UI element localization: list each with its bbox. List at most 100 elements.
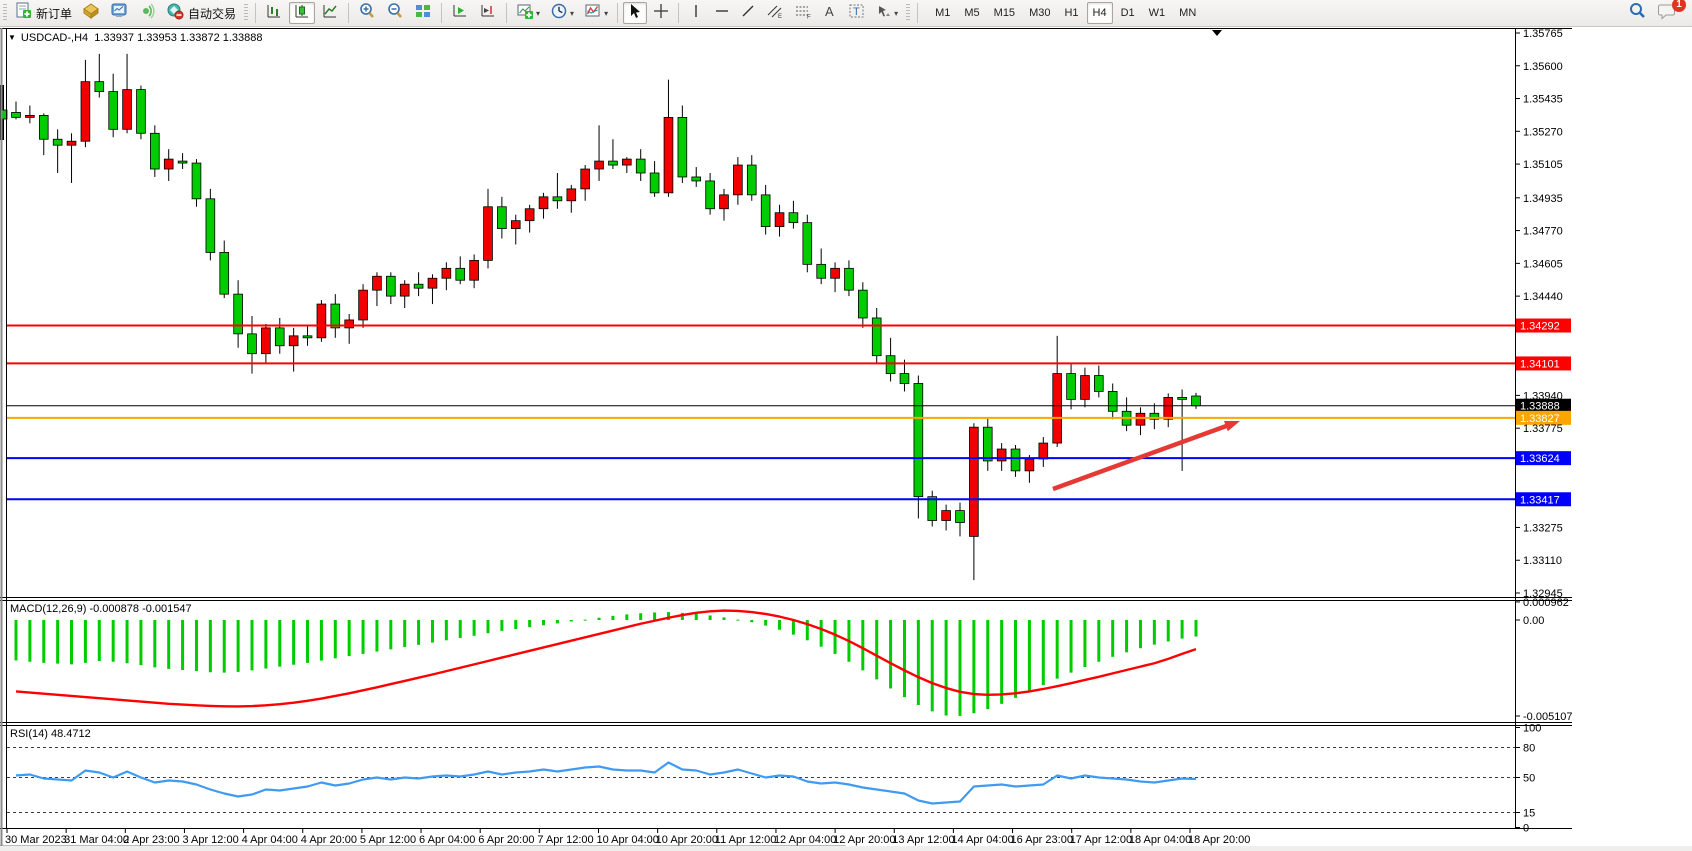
timeframe-group: M1 M5 M15 M30 H1 H4 D1 W1 MN (928, 2, 1203, 24)
tab-timeframe-m15[interactable]: M15 (993, 7, 1016, 19)
data-window-button[interactable] (106, 2, 132, 24)
tab-timeframe-m30[interactable]: M30 (1029, 7, 1051, 19)
toolbar-separator (255, 3, 257, 23)
chart-shift-button[interactable] (475, 2, 501, 24)
zoom-out-button[interactable] (382, 2, 408, 24)
price-line-label (1516, 398, 1571, 413)
new-chart-dropdown-button[interactable]: ▾ (512, 2, 544, 24)
toolbar-separator (506, 3, 508, 23)
time-axis-label: 4 Apr 04:00 (242, 834, 298, 846)
symbol-dropdown-icon[interactable]: ▼ (8, 33, 16, 42)
tab-timeframe-m1[interactable]: M1 (935, 7, 951, 19)
vertical-line-icon (689, 3, 703, 24)
sound-alert-button[interactable] (134, 2, 160, 24)
line-chart-button[interactable] (317, 2, 343, 24)
toolbar-grip (244, 4, 249, 22)
bar-chart-button[interactable] (261, 2, 287, 24)
fibonacci-button[interactable]: F (790, 2, 816, 24)
cursor-icon (627, 3, 643, 24)
channel-icon: E (766, 3, 784, 24)
time-axis-label: 12 Apr 04:00 (774, 834, 836, 846)
notifications-button[interactable]: 1 (1653, 0, 1686, 24)
time-axis-label: 11 Apr 12:00 (715, 834, 777, 846)
svg-text:1.33417: 1.33417 (1520, 494, 1560, 506)
chevron-down-icon: ▾ (570, 8, 575, 18)
shapes-dropdown-button[interactable]: ▾ (872, 2, 902, 24)
toolbar-separator (917, 3, 919, 23)
svg-text:1.35435: 1.35435 (1523, 94, 1563, 106)
text-label-button[interactable]: T (844, 2, 870, 24)
svg-text:1.32945: 1.32945 (1523, 588, 1563, 600)
svg-text:1.33624: 1.33624 (1520, 453, 1560, 465)
zoom-out-icon (386, 2, 404, 25)
tab-timeframe-d1[interactable]: D1 (1120, 7, 1135, 19)
monitor-icon (110, 2, 128, 25)
main-toolbar: 新订单 自动交易 (0, 0, 1692, 27)
new-order-button[interactable]: 新订单 (11, 2, 76, 24)
market-cube-button[interactable] (78, 2, 104, 24)
svg-text:1.34770: 1.34770 (1523, 226, 1563, 238)
crosshair-icon (653, 3, 669, 24)
svg-text:1.33275: 1.33275 (1523, 522, 1563, 534)
svg-text:1.33940: 1.33940 (1523, 390, 1563, 402)
price-line-label (1516, 451, 1571, 466)
svg-text:1.34292: 1.34292 (1520, 321, 1560, 333)
svg-text:T: T (853, 6, 860, 18)
toolbar-separator (678, 3, 680, 23)
periods-dropdown-button[interactable]: ▾ (546, 2, 578, 24)
text-button[interactable]: A (818, 2, 842, 24)
svg-text:1.33888: 1.33888 (1520, 401, 1560, 413)
vertical-line-button[interactable] (684, 2, 708, 24)
tab-timeframe-w1[interactable]: W1 (1148, 7, 1166, 19)
time-axis-label: 5 Apr 12:00 (360, 834, 416, 846)
crosshair-button[interactable] (649, 2, 673, 24)
indicators-icon (584, 2, 602, 25)
price-line-label (1516, 318, 1571, 333)
chevron-down-icon: ▾ (894, 8, 899, 18)
horizontal-line-button[interactable] (710, 2, 734, 24)
svg-text:1.33775: 1.33775 (1523, 423, 1563, 435)
toolbar-separator (441, 3, 443, 23)
tab-timeframe-mn[interactable]: MN (1179, 7, 1197, 19)
time-axis-label: 10 Apr 04:00 (597, 834, 659, 846)
search-button[interactable] (1623, 2, 1651, 24)
chart-window[interactable]: 1.35765 1.35600 1.35435 1.35270 1.35105 1.349… (0, 27, 1692, 851)
macd-indicator-label: MACD(12,26,9) -0.000878 -0.001547 (10, 603, 192, 615)
line-chart-icon (321, 2, 339, 25)
tab-timeframe-m5[interactable]: M5 (964, 7, 980, 19)
svg-text:A: A (825, 4, 834, 19)
tile-windows-button[interactable] (410, 2, 436, 24)
candlestick-chart-button[interactable] (289, 2, 316, 24)
time-axis-label: 6 Apr 04:00 (419, 834, 475, 846)
time-axis-label: 13 Apr 12:00 (892, 834, 954, 846)
trendline-button[interactable] (736, 2, 760, 24)
svg-text:1.34101: 1.34101 (1520, 358, 1560, 370)
tab-timeframe-h4[interactable]: H4 (1086, 2, 1113, 24)
zoom-in-button[interactable] (354, 2, 380, 24)
svg-text:0.000962: 0.000962 (1523, 597, 1569, 609)
time-axis-label: 17 Apr 12:00 (1070, 834, 1132, 846)
svg-text:0.00: 0.00 (1523, 615, 1544, 627)
channel-button[interactable]: E (762, 2, 788, 24)
tab-timeframe-h1[interactable]: H1 (1064, 7, 1079, 19)
time-axis-label: 31 Mar 04:00 (64, 834, 129, 846)
auto-trading-button[interactable]: 自动交易 (162, 2, 240, 24)
time-axis-label: 6 Apr 20:00 (478, 834, 534, 846)
svg-text:F: F (807, 14, 811, 19)
auto-scroll-button[interactable] (447, 2, 473, 24)
toolbar-right-group: 1 (1622, 0, 1686, 24)
svg-text:1.34605: 1.34605 (1523, 258, 1563, 270)
indicators-dropdown-button[interactable]: ▾ (580, 2, 612, 24)
toolbar-separator (617, 3, 619, 23)
svg-text:1.35270: 1.35270 (1523, 126, 1563, 138)
cube-icon (82, 2, 100, 25)
search-icon (1627, 1, 1647, 26)
svg-text:-0.005107: -0.005107 (1523, 711, 1573, 723)
chart-shift-icon (479, 2, 497, 25)
chart-symbol-period: USDCAD-,H4 (20, 32, 89, 44)
cursor-button[interactable] (623, 2, 648, 24)
chart-canvas[interactable]: 1.35765 1.35600 1.35435 1.35270 1.35105 1.349… (0, 28, 1692, 851)
time-axis-label: 3 Apr 12:00 (182, 834, 238, 846)
svg-text:15: 15 (1523, 808, 1535, 820)
